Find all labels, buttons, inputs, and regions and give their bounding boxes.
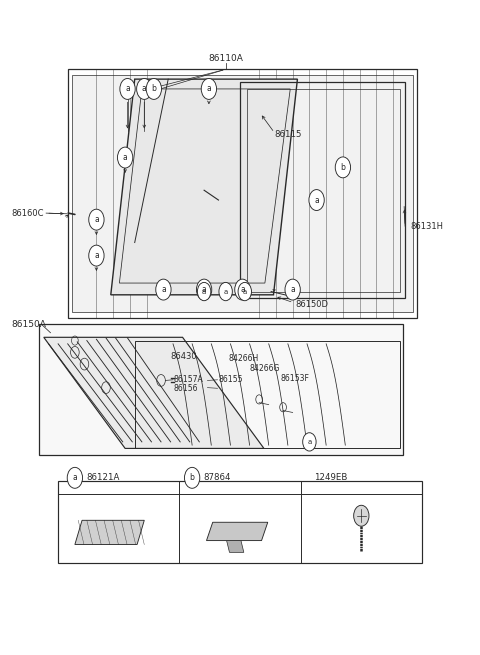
Circle shape: [309, 189, 324, 210]
Circle shape: [196, 279, 212, 300]
Circle shape: [285, 279, 300, 300]
Bar: [39, 324, 403, 455]
Circle shape: [238, 282, 252, 301]
Text: 86150A: 86150A: [11, 320, 46, 329]
Circle shape: [197, 282, 211, 301]
Text: a: a: [202, 285, 206, 294]
Circle shape: [118, 147, 133, 168]
Text: a: a: [123, 153, 128, 162]
Text: b: b: [151, 84, 156, 94]
Text: a: a: [202, 289, 206, 295]
Bar: [68, 69, 417, 318]
Text: a: a: [206, 84, 211, 94]
Circle shape: [354, 505, 369, 526]
Text: 86155: 86155: [218, 375, 243, 384]
Text: 84266H: 84266H: [228, 354, 258, 364]
Text: 86157A: 86157A: [174, 375, 204, 384]
Text: 86121A: 86121A: [86, 474, 119, 482]
Circle shape: [201, 79, 216, 100]
Circle shape: [89, 209, 104, 230]
Circle shape: [184, 468, 200, 488]
Polygon shape: [227, 540, 244, 552]
Text: 86115: 86115: [275, 130, 302, 139]
Text: 84266G: 84266G: [250, 364, 280, 373]
Text: a: a: [142, 84, 147, 94]
Text: a: a: [94, 251, 99, 260]
Circle shape: [235, 279, 250, 300]
Text: 86150D: 86150D: [295, 300, 328, 309]
Circle shape: [67, 468, 83, 488]
Text: 87864: 87864: [203, 474, 231, 482]
Text: 86110A: 86110A: [208, 54, 243, 63]
Bar: [58, 481, 422, 563]
Circle shape: [219, 282, 232, 301]
Bar: [135, 341, 400, 449]
Circle shape: [303, 433, 316, 451]
Circle shape: [120, 79, 135, 100]
Circle shape: [156, 279, 171, 300]
Text: 86156: 86156: [174, 384, 198, 394]
Text: b: b: [190, 474, 194, 482]
Text: a: a: [224, 289, 228, 295]
Text: a: a: [161, 285, 166, 294]
Polygon shape: [44, 337, 264, 449]
Text: 86131H: 86131H: [410, 221, 443, 231]
Text: a: a: [94, 215, 99, 224]
Bar: [72, 75, 413, 312]
Circle shape: [146, 79, 161, 100]
Text: 1249EB: 1249EB: [314, 474, 348, 482]
Circle shape: [335, 157, 350, 178]
Text: 86160C: 86160C: [11, 209, 44, 217]
Text: a: a: [243, 289, 247, 295]
Text: a: a: [125, 84, 130, 94]
Text: a: a: [307, 439, 312, 445]
Polygon shape: [206, 522, 268, 540]
Text: b: b: [340, 163, 345, 172]
Polygon shape: [75, 520, 144, 544]
Text: 86153F: 86153F: [281, 374, 310, 383]
Circle shape: [89, 245, 104, 266]
Text: a: a: [72, 474, 77, 482]
Text: a: a: [240, 285, 245, 294]
Polygon shape: [111, 79, 298, 295]
Text: a: a: [314, 196, 319, 204]
Text: 86430: 86430: [170, 352, 197, 362]
Circle shape: [137, 79, 152, 100]
Text: a: a: [290, 285, 295, 294]
